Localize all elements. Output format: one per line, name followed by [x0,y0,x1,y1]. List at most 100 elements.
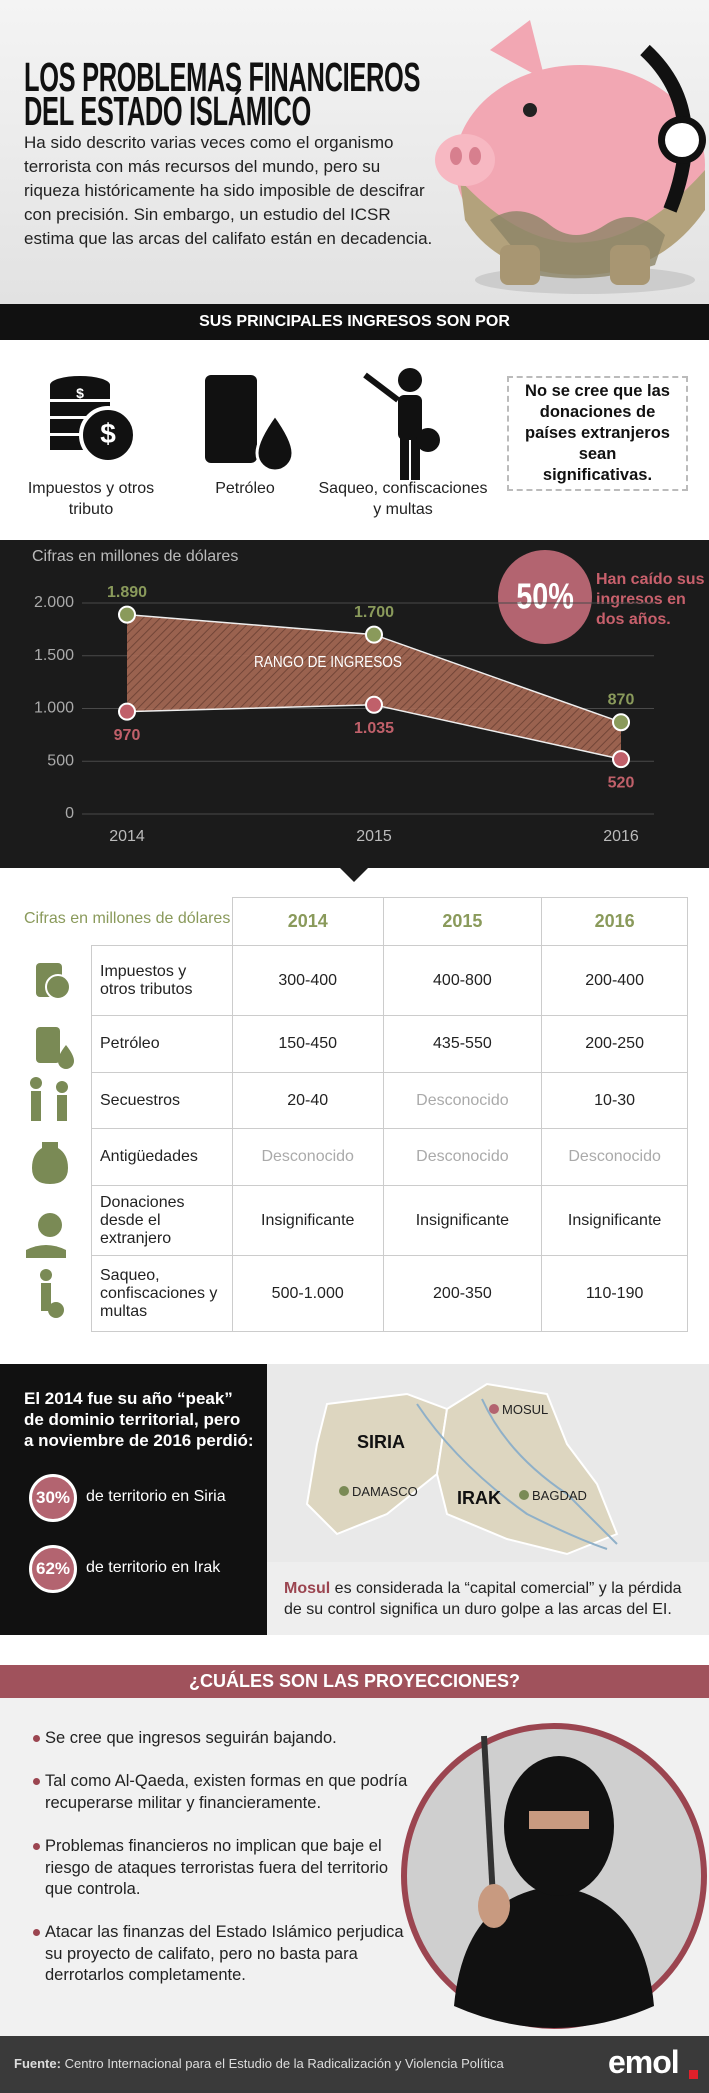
point [365,625,383,644]
section-banner: SUS PRINCIPALES INGRESOS SON POR [0,304,709,340]
city-label: MOSUL [502,1402,548,1417]
note-text: No se cree que las donaciones de países … [525,382,670,484]
bullet: Problemas financieros no implican que ba… [33,1836,410,1901]
source-label: Impuestos y otros tributo [27,480,155,518]
value-label: 1.700 [354,604,394,621]
cell: 500-1.000 [231,1255,384,1332]
svg-text:$: $ [76,385,84,401]
country-label: IRAK [457,1488,501,1508]
value-label: 520 [608,774,635,791]
bullet: Atacar las finanzas del Estado Islámico … [33,1922,410,1987]
table-row: Antigüedades Desconocido Desconocido Descon… [91,1128,688,1186]
cell: 200-400 [541,945,688,1016]
band-label: RANGO DE INGRESOS [254,654,402,671]
table-row: Donaciones desde el extranjero Insignific… [91,1185,688,1256]
cell: 435-550 [382,1015,543,1073]
cell: 300-400 [231,945,384,1016]
projections-banner: ¿CUÁLES SON LAS PROYECCIONES? [0,1665,709,1698]
source-label: Fuente: [14,2056,61,2071]
header-row: 2014 2015 2016 [91,897,688,946]
x-tick-label: 2016 [603,828,639,845]
value-label: 870 [608,691,635,708]
title-line: LOS PROBLEMAS FINANCIEROS [24,54,421,100]
map-caption: Mosul es considerada la “capital comerci… [284,1578,694,1620]
cell: Desconocido [541,1128,688,1186]
cell: Desconocido [231,1128,384,1186]
column-header: 2015 [382,897,543,946]
note-box: No se cree que las donaciones de países … [507,376,688,491]
cell: 110-190 [541,1255,688,1332]
column-header: 2016 [541,897,688,946]
source-text: Centro Internacional para el Estudio de … [64,2056,504,2071]
row-icons [26,963,74,1318]
stat-badge: 30% [29,1474,77,1522]
income-table: 2014 2015 2016 Impuestos y otros tributo… [91,897,688,1332]
stat-text: Han caído sus ingresos en dos años. [596,571,705,628]
projections-title: ¿CUÁLES SON LAS PROYECCIONES? [188,1671,521,1691]
point [612,750,630,769]
cell: Desconocido [382,1128,543,1186]
cell: Desconocido [382,1072,543,1129]
stat-value: 30% [35,1488,71,1507]
stat-text: de territorio en Siria [86,1488,226,1505]
cell: Insignificante [541,1185,688,1256]
y-tick-label: 500 [47,752,74,769]
y-tick-label: 0 [65,805,74,822]
value-label: 970 [114,727,141,744]
footer [0,2036,709,2093]
table-row: Petróleo 150-450 435-550 200-250 [91,1015,688,1073]
stat-value: 62% [35,1559,71,1578]
stat-badge: 62% [29,1545,77,1593]
source-label: Petróleo [215,480,275,497]
piggy-bank [435,20,706,294]
row-label: Antigüedades [91,1128,233,1186]
intro-text: Ha sido descrito varias veces como el or… [24,133,433,248]
brand-dot [689,2070,698,2079]
caption-text: es considerada la “capital comercial” y … [284,1580,682,1618]
pointer [340,868,368,882]
bullet: Se cree que ingresos seguirán bajando. [33,1728,410,1750]
map: SIRIA IRAK MOSUL DAMASCO BAGDAD [267,1364,709,1562]
cell: 10-30 [541,1072,688,1129]
caption-highlight: Mosul [284,1580,331,1597]
column-header: 2014 [231,897,384,946]
point [612,713,630,732]
city-label: BAGDAD [532,1488,587,1503]
stat-text-box: Han caído sus ingresos en dos años. [596,571,705,628]
y-tick-label: 1.500 [34,647,74,664]
x-tick-label: 2015 [356,828,392,845]
portrait [401,1723,707,2029]
cell: 200-350 [382,1255,543,1332]
point [118,702,136,721]
y-axis-title: Cifras en millones de dólares [32,548,238,565]
svg-text:$: $ [100,418,116,449]
stat-text: de territorio en Irak [86,1559,221,1576]
cell: Insignificante [231,1185,384,1256]
brand: emol [608,2044,680,2080]
x-tick-label: 2014 [109,828,145,845]
banner-title: SUS PRINCIPALES INGRESOS SON POR [199,313,510,330]
range-chart: Cifras en millones de dólares 50% Han ca… [0,540,709,882]
cell: 200-250 [541,1015,688,1073]
stat-value: 50% [516,575,574,616]
row-label: Saqueo, confiscaciones y multas [91,1255,233,1332]
row-label: Donaciones desde el extranjero [91,1185,233,1256]
cell: 400-800 [382,945,543,1016]
source-label: Saqueo, confiscaciones y multas [318,480,488,518]
source: Fuente: Centro Internacional para el Est… [14,2056,504,2071]
y-tick-label: 2.000 [34,594,74,611]
value-label: 1.890 [107,584,147,601]
territory-text: El 2014 fue su año “peak” de dominio ter… [24,1389,254,1450]
cell: 20-40 [231,1072,384,1129]
table-row: Secuestros 20-40 Desconocido 10-30 [91,1072,688,1129]
row-label: Secuestros [91,1072,233,1129]
table-row: Saqueo, confiscaciones y multas 500-1.000… [91,1255,688,1332]
cell: 150-450 [231,1015,384,1073]
country-label: SIRIA [357,1432,405,1452]
range-band [127,614,621,760]
cell: Insignificante [382,1185,543,1256]
stat-circle [498,550,592,644]
point [118,605,136,624]
title-line: DEL ESTADO ISLÁMICO [24,88,311,134]
